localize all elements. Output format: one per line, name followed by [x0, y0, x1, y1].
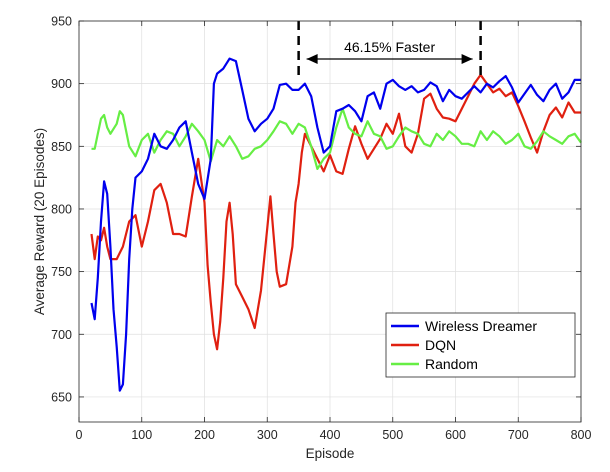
arrowhead-left	[306, 54, 318, 64]
arrowhead-right	[461, 54, 473, 64]
y-tick-label: 750	[51, 265, 72, 279]
y-axis-label: Average Reward (20 Episodes)	[32, 128, 47, 315]
y-tick-label: 700	[51, 328, 72, 342]
x-tick-label: 500	[382, 428, 403, 442]
series-layer	[90, 57, 582, 392]
series-line-wireless-dreamer	[90, 57, 581, 392]
legend-label-wireless-dreamer: Wireless Dreamer	[425, 318, 537, 334]
legend: Wireless Dreamer DQN Random	[385, 312, 576, 378]
y-tick-label: 850	[51, 140, 72, 154]
x-tick-label: 100	[131, 428, 152, 442]
x-tick-label: 0	[76, 428, 83, 442]
x-tick-label: 200	[194, 428, 215, 442]
y-tick-label: 950	[51, 15, 72, 29]
x-tick-label: 800	[571, 428, 592, 442]
legend-label-dqn: DQN	[425, 337, 456, 353]
x-tick-label: 300	[257, 428, 278, 442]
x-tick-label: 400	[320, 428, 341, 442]
axis-ticks: 0 100 200 300 400 500 600 700 800 650 700 750 800 850…	[51, 15, 591, 443]
legend-label-random: Random	[425, 356, 478, 372]
y-tick-label: 650	[51, 390, 72, 404]
x-axis-label: Episode	[306, 446, 355, 461]
x-tick-label: 600	[445, 428, 466, 442]
x-tick-label: 700	[508, 428, 529, 442]
y-tick-label: 900	[51, 77, 72, 91]
annotation: 46.15% Faster	[297, 21, 482, 75]
annotation-label: 46.15% Faster	[344, 39, 435, 55]
y-tick-label: 800	[51, 202, 72, 216]
